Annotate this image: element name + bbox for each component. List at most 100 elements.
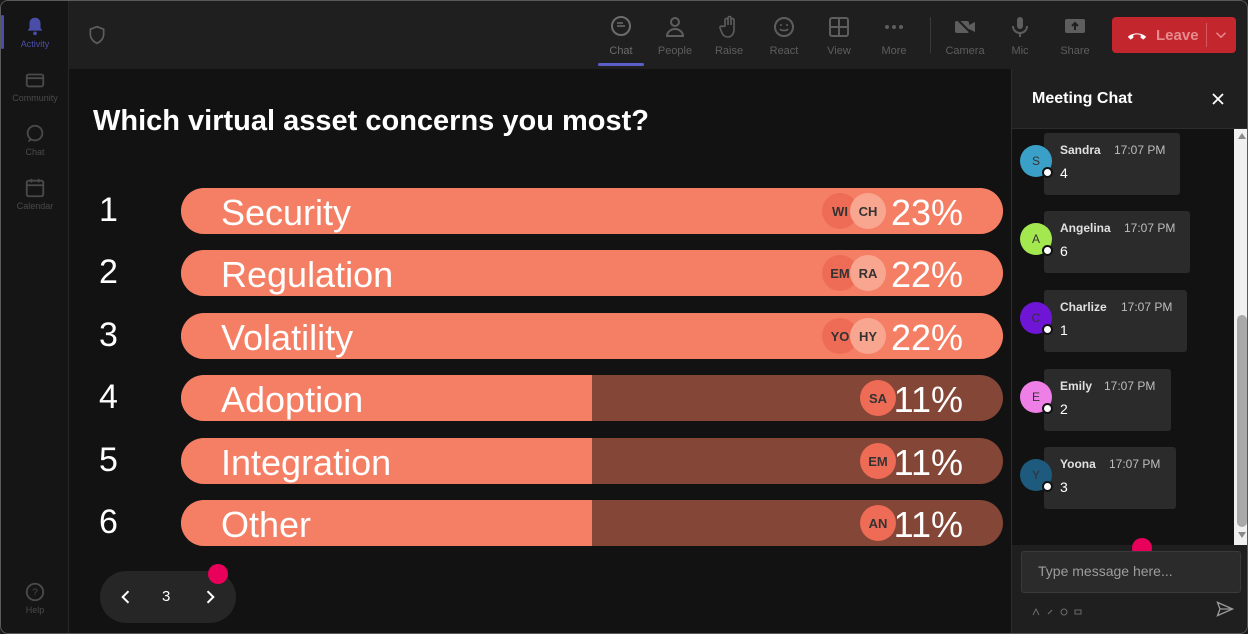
toolbar-share-button[interactable]: Share — [1049, 11, 1101, 63]
chat-message[interactable]: Yoona 17:07 PM 3 — [1044, 447, 1176, 509]
svg-text:?: ? — [32, 588, 38, 599]
avatar[interactable]: C — [1020, 302, 1053, 335]
chevron-down-icon[interactable] — [1212, 26, 1230, 44]
chat-title: Meeting Chat — [1032, 90, 1133, 107]
toolbar-button-label: Raise — [714, 45, 744, 57]
poll-option-percent: 23% — [890, 192, 963, 233]
attach-icon[interactable] — [1046, 603, 1054, 615]
format-text-icon[interactable] — [1032, 603, 1040, 616]
toolbar-mic-button[interactable]: Mic — [994, 11, 1046, 63]
avatar-initial: C — [1031, 311, 1041, 325]
poll-option-rank: 4 — [99, 378, 118, 416]
avatar[interactable]: A — [1020, 223, 1053, 256]
poll-stage: Which virtual asset concerns you most? 1… — [69, 69, 1011, 633]
chat-scrollbar[interactable] — [1234, 129, 1247, 545]
chat-message-list[interactable]: Sandra 17:07 PM 4 S Angelina 17:07 PM 6 A Charli… — [1012, 129, 1234, 545]
camera-off-icon — [955, 17, 975, 37]
rail-item-chat[interactable]: Chat — [1, 115, 69, 165]
chevron-left-icon[interactable] — [116, 587, 136, 607]
poll-option-percent: 22% — [890, 254, 963, 295]
chat-message-time: 17:07 PM — [1109, 457, 1161, 471]
chat-message-text: 3 — [1060, 479, 1068, 495]
raise-hand-icon — [719, 15, 735, 38]
toolbar-react-button[interactable]: React — [758, 11, 810, 63]
chat-icon — [611, 16, 631, 36]
toolbar-chat-button[interactable]: Chat — [595, 11, 647, 63]
emoji-icon[interactable] — [1060, 603, 1068, 616]
chat-message[interactable]: Angelina 17:07 PM 6 — [1044, 211, 1190, 273]
bell-icon — [27, 17, 43, 36]
send-icon[interactable] — [1215, 599, 1235, 619]
poll-option-row[interactable]: 1 Security 23% WI CH — [69, 187, 1011, 235]
leave-label: Leave — [1156, 26, 1199, 44]
toolbar-button-label: Share — [1060, 45, 1090, 57]
poll-option-row[interactable]: 6 Other 11% AN — [69, 499, 1011, 547]
poll-option-label: Security — [221, 192, 352, 233]
poll-option-label: Regulation — [221, 254, 394, 295]
poll-option-row[interactable]: 3 Volatility 22% YO HY — [69, 312, 1011, 360]
avatar-initial: Y — [1031, 468, 1040, 482]
poll-option-row[interactable]: 4 Adoption 11% SA — [69, 374, 1011, 422]
avatar-initial: S — [1031, 154, 1040, 168]
mic-icon — [1012, 17, 1028, 37]
shield-icon[interactable] — [87, 25, 107, 45]
voter-avatar: CH — [850, 193, 886, 229]
leave-button[interactable]: Leave — [1112, 17, 1236, 53]
leave-divider — [1206, 23, 1207, 47]
poll-option-label: Integration — [221, 442, 392, 483]
toolbar-button-label: People — [657, 45, 693, 57]
chat-message-input[interactable]: Type message here... — [1021, 551, 1241, 593]
voter-avatar: SA — [860, 380, 896, 416]
toolbar-raise-button[interactable]: Raise — [703, 11, 755, 63]
rail-item-activity[interactable]: Activity — [1, 7, 69, 57]
toolbar-view-button[interactable]: View — [813, 11, 865, 63]
format-toolbar — [1032, 603, 1082, 616]
poll-option-label: Volatility — [221, 317, 354, 358]
toolbar-people-button[interactable]: People — [649, 11, 701, 63]
avatar[interactable]: S — [1020, 145, 1053, 178]
help-icon: ? — [25, 582, 45, 602]
active-tab-indicator — [598, 63, 644, 66]
scroll-up-arrow[interactable] — [1238, 133, 1246, 139]
rail-item-label: Help — [25, 605, 45, 615]
toolbar-button-label: Chat — [609, 45, 633, 57]
poll-option-rank: 5 — [99, 441, 118, 479]
chat-message-text: 6 — [1060, 243, 1068, 259]
poll-option-rank: 3 — [99, 316, 118, 354]
toolbar-more-button[interactable]: More — [868, 11, 920, 63]
chat-message-author: Emily — [1060, 379, 1093, 393]
calendar-icon — [25, 178, 45, 198]
avatar[interactable]: E — [1020, 381, 1053, 414]
toolbar-button-label: Mic — [1011, 45, 1029, 57]
poll-option-row[interactable]: 5 Integration 11% EM — [69, 437, 1011, 485]
chat-message-text: 2 — [1060, 401, 1068, 417]
poll-option-percent: 11% — [893, 379, 963, 420]
chat-message[interactable]: Emily 17:07 PM 2 — [1044, 369, 1171, 431]
close-icon[interactable] — [1210, 91, 1226, 107]
rail-item-label: Calendar — [16, 201, 54, 211]
rail-item-label: Activity — [20, 39, 50, 49]
scroll-thumb[interactable] — [1237, 315, 1247, 527]
poll-option-percent: 22% — [890, 317, 963, 358]
chat-message-time: 17:07 PM — [1114, 143, 1166, 157]
presence-status-icon — [1042, 403, 1053, 414]
people-icon — [665, 17, 685, 37]
rail-item-label: Community — [12, 93, 58, 103]
chat-header-divider — [1012, 128, 1247, 129]
chat-message[interactable]: Charlize 17:07 PM 1 — [1044, 290, 1187, 352]
chat-message-text: 4 — [1060, 165, 1068, 181]
avatar[interactable]: Y — [1020, 459, 1053, 492]
chevron-right-icon[interactable] — [200, 587, 220, 607]
chat-message[interactable]: Sandra 17:07 PM 4 — [1044, 133, 1180, 195]
poll-option-bar-fill — [181, 375, 592, 421]
poll-option-row[interactable]: 2 Regulation 22% EM RA — [69, 249, 1011, 297]
gif-icon[interactable] — [1074, 603, 1082, 615]
scroll-down-arrow[interactable] — [1238, 532, 1246, 538]
poll-option-rank: 6 — [99, 503, 118, 541]
rail-item-community[interactable]: Community — [1, 61, 69, 111]
rail-item-calendar[interactable]: Calendar — [1, 169, 69, 219]
toolbar-camera-button[interactable]: Camera — [939, 11, 991, 63]
rail-item-help[interactable]: ? Help — [1, 573, 69, 623]
presence-status-icon — [1042, 167, 1053, 178]
